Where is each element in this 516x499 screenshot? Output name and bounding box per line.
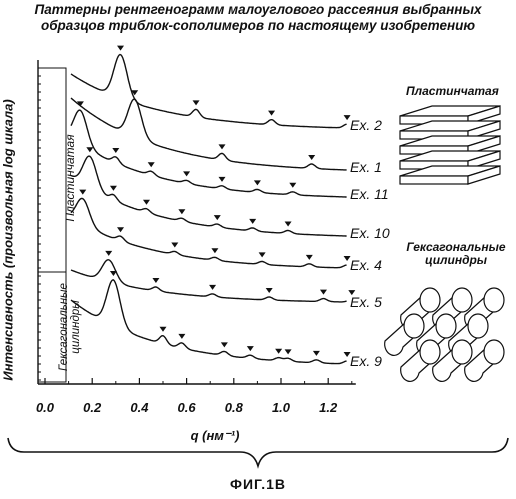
cylinder-cap bbox=[468, 314, 488, 338]
peak-marker bbox=[117, 46, 124, 51]
series-line-1 bbox=[71, 55, 347, 128]
peak-marker bbox=[209, 285, 216, 290]
peak-marker bbox=[152, 278, 159, 283]
cylinder-cap bbox=[452, 288, 472, 312]
peak-marker bbox=[214, 215, 221, 220]
cylinder-cap bbox=[420, 288, 440, 312]
peak-marker bbox=[178, 209, 185, 214]
cylinder-cap bbox=[484, 288, 504, 312]
peak-marker bbox=[148, 162, 155, 167]
y-axis-label: Интенсивность (произвольная log шкала) bbox=[1, 90, 16, 390]
x-tick-label: 0.4 bbox=[130, 400, 149, 415]
series-line-7 bbox=[71, 280, 347, 364]
x-tick-label: 0.6 bbox=[178, 400, 197, 415]
peak-marker bbox=[160, 327, 167, 332]
series-label-4: Ex. 10 bbox=[350, 225, 390, 241]
cylinder-cap bbox=[484, 340, 504, 364]
peak-marker bbox=[79, 190, 86, 195]
peak-marker bbox=[178, 334, 185, 339]
peak-marker bbox=[266, 288, 273, 293]
cylinder-cap bbox=[436, 314, 456, 338]
series-line-5 bbox=[71, 199, 347, 268]
x-axis-label: q (нм⁻¹) bbox=[191, 428, 240, 444]
x-tick-label: 0.8 bbox=[225, 400, 244, 415]
peak-marker bbox=[320, 290, 327, 295]
peak-marker bbox=[289, 183, 296, 188]
peak-marker bbox=[143, 200, 150, 205]
cylinder-cap bbox=[404, 314, 424, 338]
hex-cylinder-region-label: Гексагональные цилиндры bbox=[58, 272, 82, 382]
peak-marker bbox=[275, 349, 282, 354]
series-line-2 bbox=[71, 98, 347, 170]
lamellar-region-label: Пластинчатая bbox=[63, 134, 77, 221]
series-label-3: Ex. 11 bbox=[350, 186, 389, 202]
series-label-6: Ex. 5 bbox=[350, 294, 382, 310]
x-tick-label: 0.0 bbox=[36, 400, 55, 415]
peak-marker bbox=[247, 346, 254, 351]
series-line-3 bbox=[71, 110, 347, 197]
x-tick-label: 1.0 bbox=[272, 400, 291, 415]
lamellar-diagram-label: Пластинчатая bbox=[406, 84, 499, 98]
series-label-2: Ex. 1 bbox=[350, 159, 382, 175]
peak-marker bbox=[110, 271, 117, 276]
peak-marker bbox=[183, 171, 190, 176]
peak-marker bbox=[259, 252, 266, 257]
peak-marker bbox=[221, 342, 228, 347]
figure-caption: ФИГ.1В bbox=[230, 476, 286, 492]
series-label-7: Ex. 9 bbox=[350, 353, 382, 369]
peak-marker bbox=[254, 180, 261, 185]
x-tick-label: 0.2 bbox=[83, 400, 102, 415]
peak-marker bbox=[219, 144, 226, 149]
peak-marker bbox=[171, 242, 178, 247]
peak-marker bbox=[219, 177, 226, 182]
peak-marker bbox=[105, 251, 112, 256]
series-label-1: Ex. 2 bbox=[350, 117, 382, 133]
series-label-5: Ex. 4 bbox=[350, 257, 382, 273]
peak-marker bbox=[306, 255, 313, 260]
peak-marker bbox=[112, 148, 119, 153]
peak-marker bbox=[313, 351, 320, 356]
x-tick-label: 1.2 bbox=[319, 400, 338, 415]
peak-marker bbox=[308, 155, 315, 160]
peak-marker bbox=[211, 248, 218, 253]
peak-marker bbox=[86, 147, 93, 152]
peak-marker bbox=[249, 219, 256, 224]
cylinder-cap bbox=[452, 340, 472, 364]
cylinder-cap bbox=[420, 340, 440, 364]
hex-cylinder-diagram-label: Гексагональные цилиндры bbox=[400, 241, 512, 267]
peak-marker bbox=[285, 349, 292, 354]
figure-bracket bbox=[8, 438, 508, 466]
peak-marker bbox=[117, 227, 124, 232]
peak-marker bbox=[268, 111, 275, 116]
peak-marker bbox=[110, 186, 117, 191]
peak-marker bbox=[285, 221, 292, 226]
peak-marker bbox=[193, 100, 200, 105]
lamella-front bbox=[400, 176, 468, 184]
